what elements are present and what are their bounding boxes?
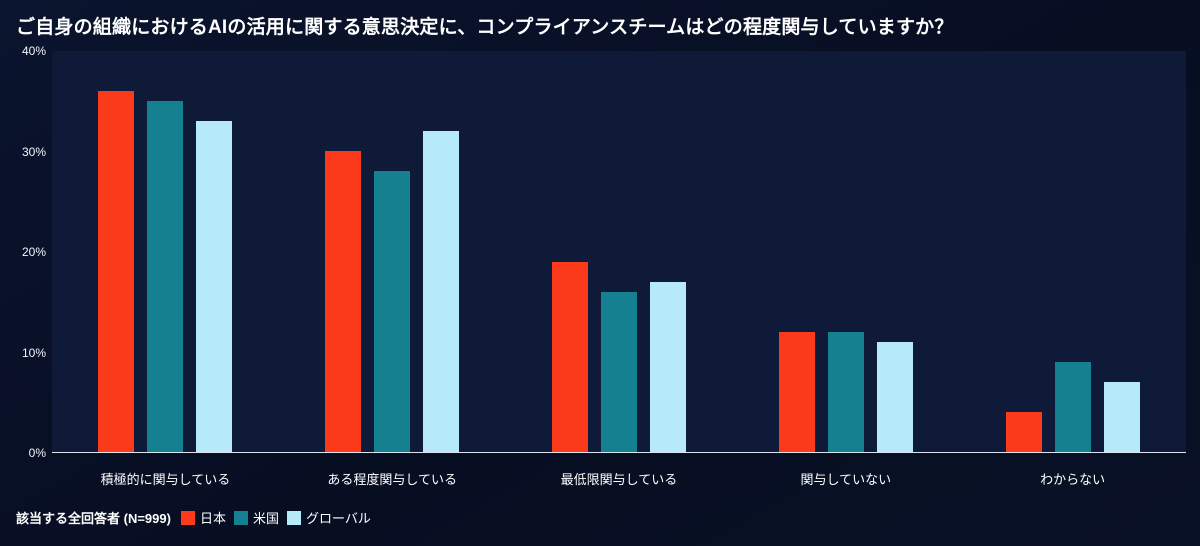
bar-グローバル — [423, 131, 460, 452]
y-tick-label: 0% — [28, 446, 46, 460]
bar-米国 — [827, 331, 864, 452]
bar-group — [959, 51, 1186, 452]
bar-米国 — [1054, 361, 1091, 452]
category-label: 関与していない — [800, 472, 892, 487]
legend-label: グローバル — [305, 511, 371, 526]
bar-米国 — [147, 101, 184, 452]
bar-グローバル — [649, 281, 686, 452]
bar-group — [732, 51, 959, 452]
y-axis: 0% 10% 20% 30% 40% — [14, 44, 52, 460]
legend-item-米国: 米国 — [233, 508, 279, 527]
legend-swatch — [233, 510, 248, 525]
bar-グローバル — [1103, 381, 1140, 452]
legend-label: 日本 — [199, 511, 226, 526]
legend-label: 米国 — [252, 511, 279, 526]
chart-area: 0% 10% 20% 30% 40% — [14, 44, 1186, 460]
bar-group — [279, 51, 506, 452]
legend-note: 該当する全回答者 (N=999) — [16, 511, 171, 526]
bar-group — [52, 51, 279, 452]
category-label: 最低限関与している — [560, 472, 678, 487]
bar-グローバル — [196, 121, 233, 452]
legend-item-グローバル: グローバル — [286, 508, 371, 527]
category-label: 積極的に関与している — [100, 472, 231, 487]
bar-米国 — [600, 291, 637, 452]
bar-米国 — [374, 171, 411, 452]
y-tick-label: 20% — [21, 245, 46, 259]
y-tick-label: 30% — [21, 144, 46, 159]
legend-swatch — [286, 510, 301, 525]
legend-items: 日本 米国 グローバル — [180, 508, 379, 527]
page-title: ご自身の組織におけるAIの活用に関する意思決定に、コンプライアンスチームはどの程… — [16, 17, 954, 38]
x-axis-labels: 積極的に関与している ある程度関与している 最低限関与している 関与していない わからな… — [52, 469, 1186, 488]
bar-グローバル — [876, 341, 913, 452]
bar-group — [506, 51, 733, 452]
bar-日本 — [778, 331, 815, 452]
bar-日本 — [325, 151, 362, 452]
bar-日本 — [98, 91, 135, 452]
category-label: わからない — [1040, 472, 1106, 487]
legend: 該当する全回答者 (N=999) 日本 米国 グローバル — [16, 508, 1186, 527]
y-tick-label: 40% — [21, 44, 46, 58]
y-tick-label: 10% — [21, 345, 46, 360]
plot-area — [52, 51, 1186, 453]
bar-日本 — [1005, 411, 1042, 452]
bar-日本 — [551, 261, 588, 452]
legend-item-日本: 日本 — [180, 508, 226, 527]
category-label: ある程度関与している — [327, 472, 457, 487]
legend-swatch — [180, 510, 195, 525]
